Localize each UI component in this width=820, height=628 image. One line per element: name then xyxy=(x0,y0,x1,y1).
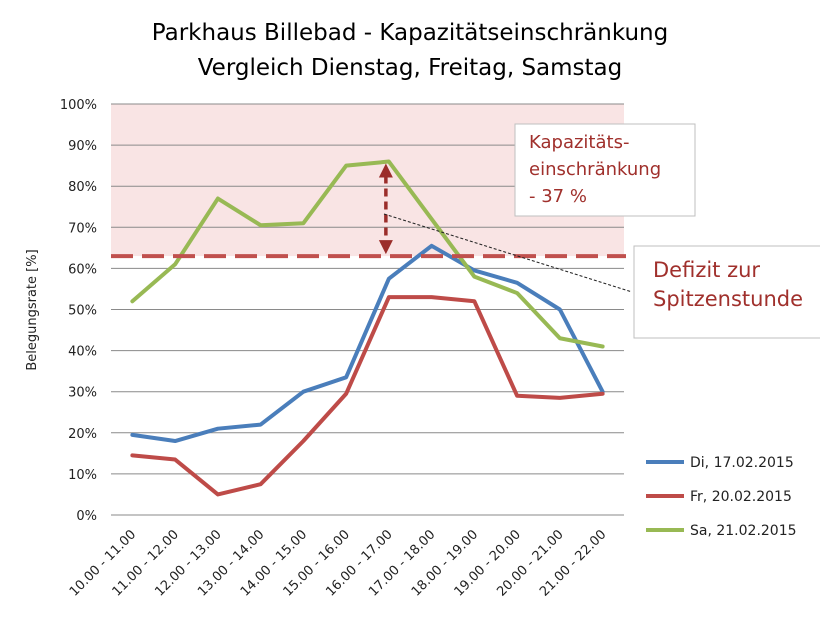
y-tick-label: 50% xyxy=(68,304,97,319)
legend-label-1: Di, 17.02.2015 xyxy=(690,455,794,471)
series-line-2 xyxy=(130,295,605,497)
y-tick-label: 90% xyxy=(68,139,97,154)
y-tick-label: 70% xyxy=(68,221,97,236)
deficit-arrow xyxy=(378,163,393,255)
chart-title: Parkhaus Billebad - Kapazitätseinschränk… xyxy=(152,20,668,46)
capacity-annotation: Kapazitäts- einschränkung - 37 % xyxy=(514,123,696,217)
legend: Di, 17.02.2015 Fr, 20.02.2015 Sa, 21.02.20… xyxy=(646,455,797,539)
legend-label-2: Fr, 20.02.2015 xyxy=(690,489,792,505)
chart-subtitle: Vergleich Dienstag, Freitag, Samstag xyxy=(198,55,623,81)
deficit-annotation-line-2: Spitzenstunde xyxy=(653,287,803,311)
y-tick-label: 0% xyxy=(76,509,97,524)
y-tick-label: 20% xyxy=(68,427,97,442)
deficit-pointer-line xyxy=(383,213,633,293)
capacity-annotation-line-1: Kapazitäts- xyxy=(529,132,629,153)
series-line-1 xyxy=(130,243,605,444)
y-tick-label: 80% xyxy=(68,180,97,195)
y-tick-label: 100% xyxy=(60,98,97,113)
y-tick-label: 10% xyxy=(68,468,97,483)
deficit-annotation-line-1: Defizit zur xyxy=(653,258,760,282)
capacity-annotation-line-3: - 37 % xyxy=(529,186,587,207)
y-axis-ticks: 0% 10% 20% 30% 40% 50% 60% 70% 80% 90% 100% xyxy=(60,98,97,524)
y-tick-label: 40% xyxy=(68,345,97,360)
y-tick-label: 60% xyxy=(68,262,97,277)
series-line-3 xyxy=(130,159,605,349)
deficit-annotation: Defizit zur Spitzenstunde xyxy=(633,245,820,339)
y-tick-label: 30% xyxy=(68,386,97,401)
legend-label-3: Sa, 21.02.2015 xyxy=(690,523,797,539)
capacity-annotation-line-2: einschränkung xyxy=(529,159,661,180)
y-axis-label: Belegungsrate [%] xyxy=(25,249,40,370)
series-lines xyxy=(130,159,605,497)
